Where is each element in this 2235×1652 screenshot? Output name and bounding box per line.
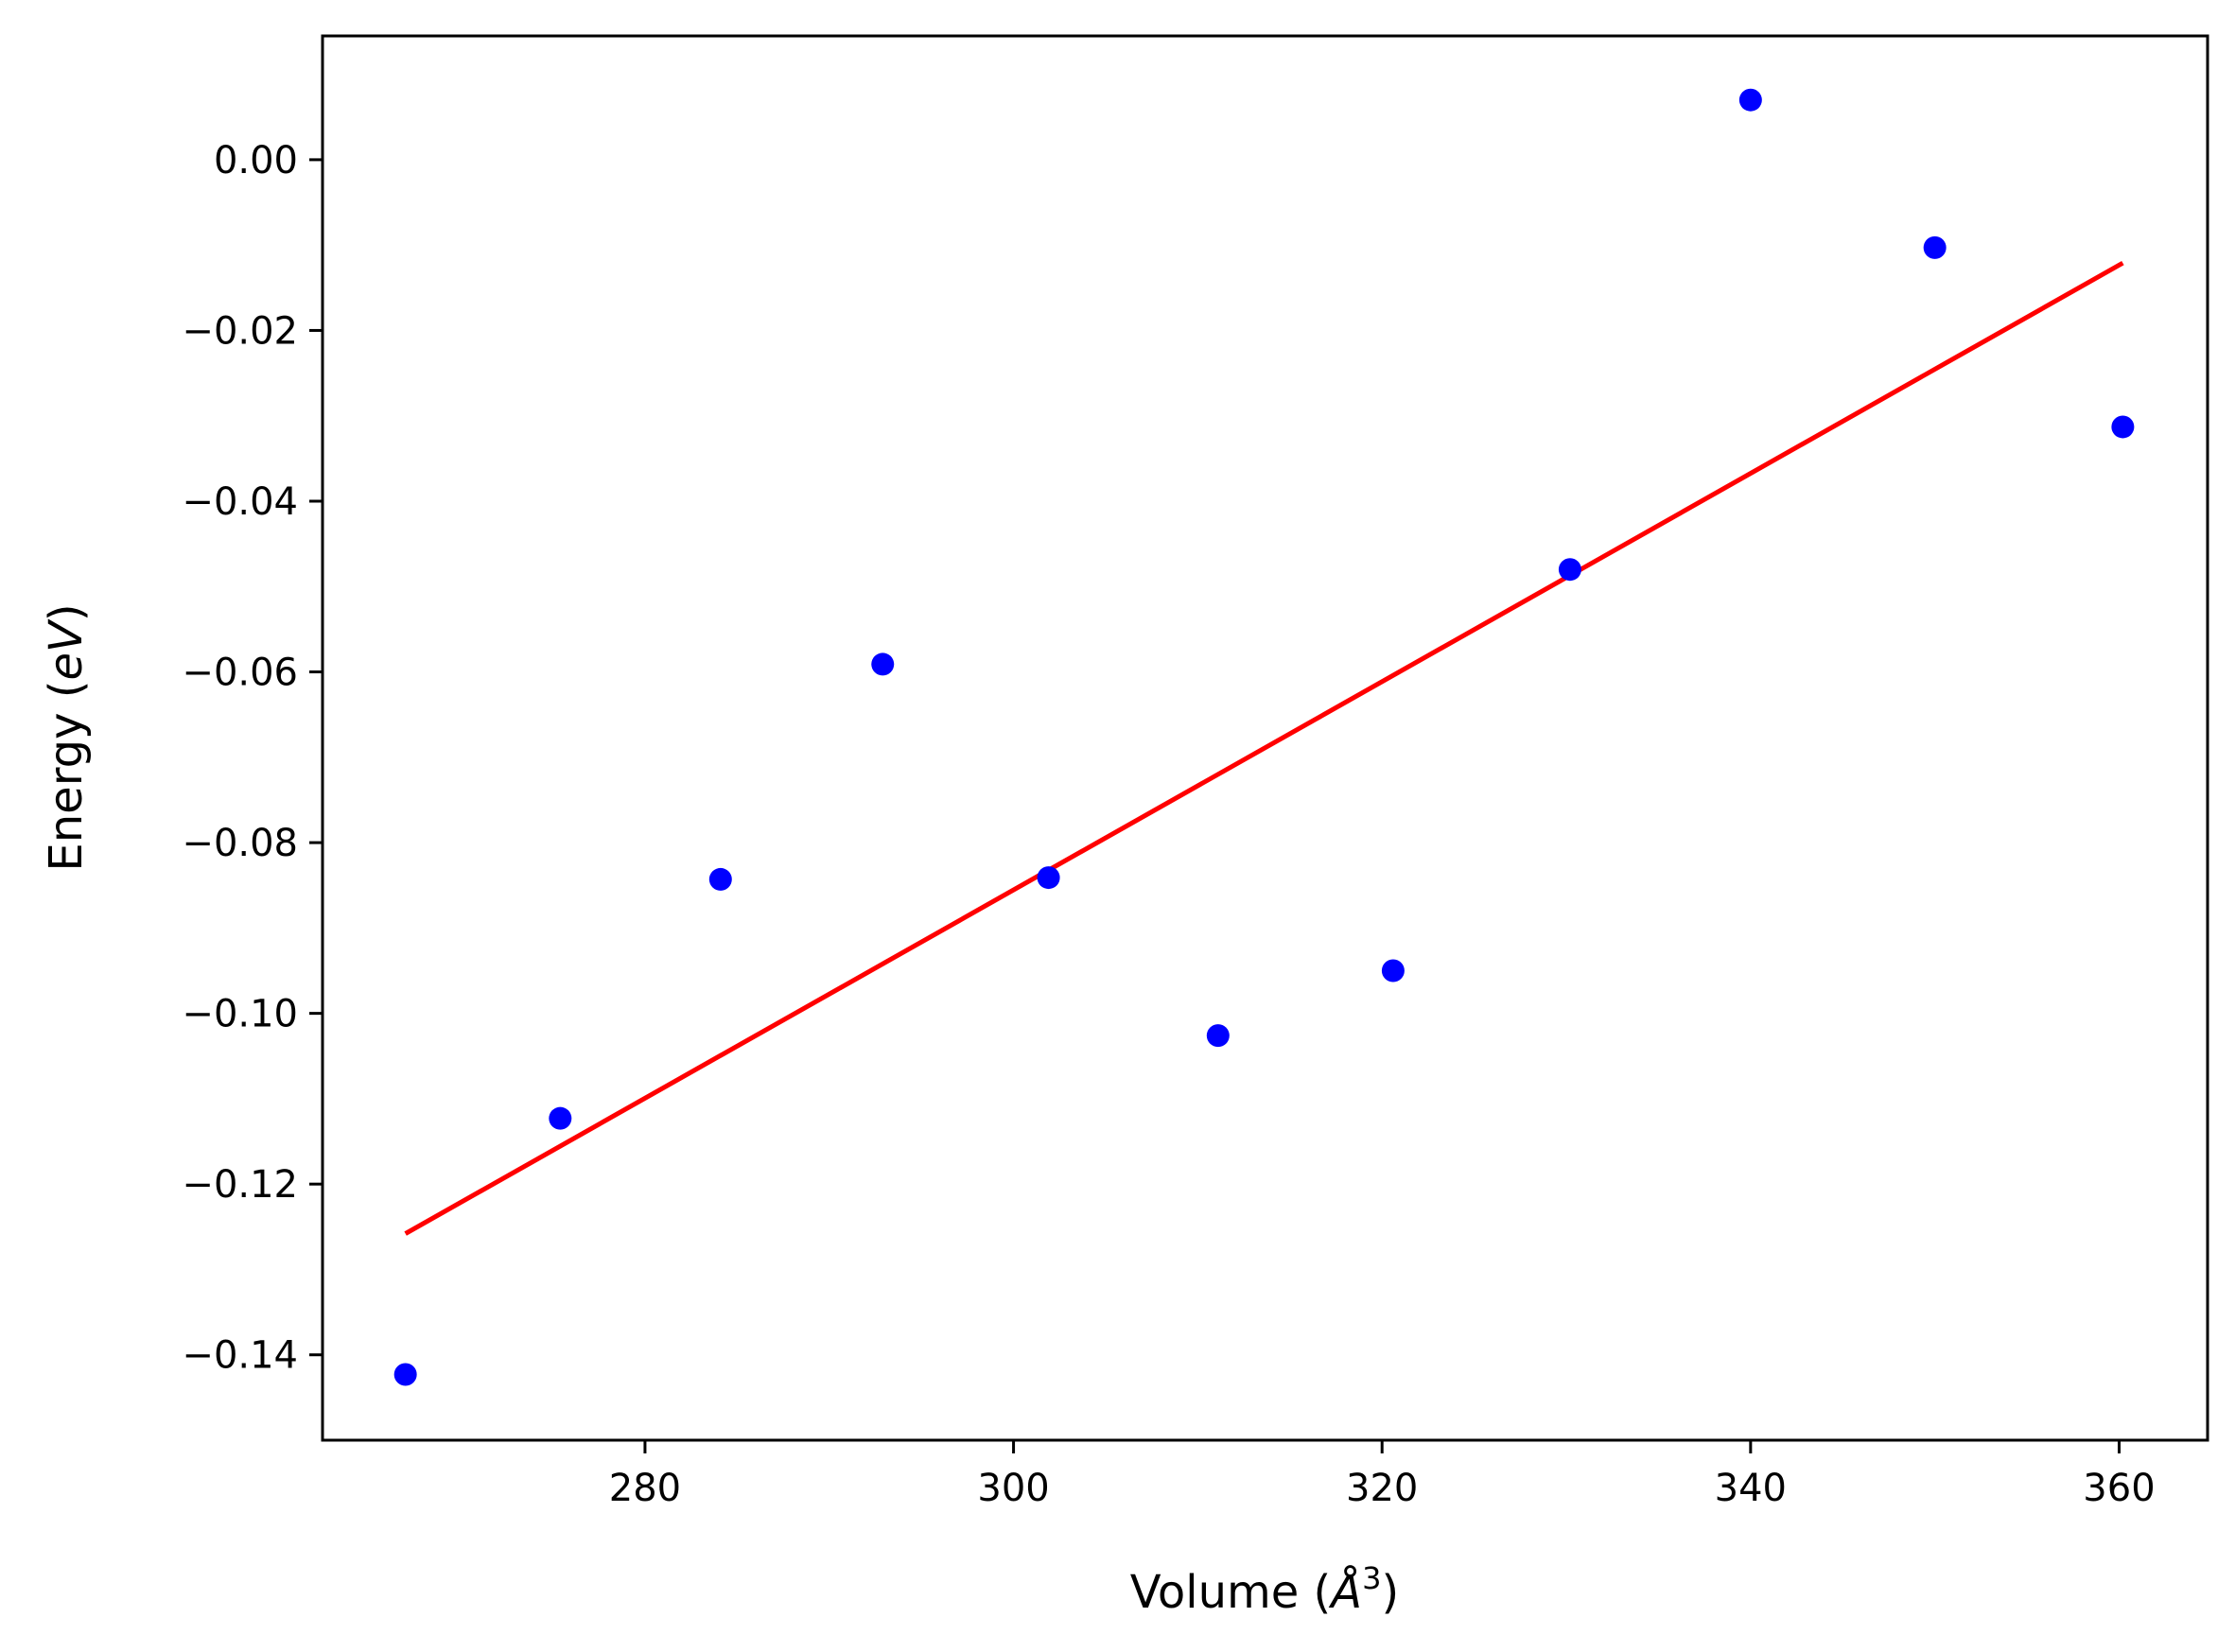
y-axis-label-unit: eV bbox=[40, 618, 93, 681]
x-tick-label: 300 bbox=[977, 1467, 1049, 1510]
data-point bbox=[1923, 235, 1947, 259]
data-point bbox=[2111, 415, 2135, 439]
y-axis-label: Energy (eV) bbox=[40, 603, 93, 871]
plot-frame bbox=[321, 34, 2209, 1442]
x-tick-label: 360 bbox=[2083, 1467, 2155, 1510]
y-tick-label: 0.00 bbox=[214, 139, 298, 183]
y-tick-label: −0.06 bbox=[182, 652, 298, 695]
y-axis: 0.00 −0.02 −0.04 −0.06 −0.08 −0.10 −0.12 −0.14 bbox=[182, 139, 323, 1378]
data-point bbox=[1558, 558, 1581, 582]
plot-area bbox=[393, 88, 2135, 1386]
y-tick-label: −0.08 bbox=[182, 822, 298, 865]
data-point bbox=[1381, 959, 1405, 983]
x-axis: 280 300 320 340 360 bbox=[609, 1440, 2156, 1510]
y-tick-label: −0.14 bbox=[182, 1334, 298, 1378]
x-axis-label-close: ) bbox=[1381, 1566, 1399, 1619]
data-point bbox=[871, 652, 895, 676]
x-axis-label-symbol: Å bbox=[1328, 1565, 1362, 1619]
x-tick-label: 280 bbox=[609, 1467, 681, 1510]
y-axis-label-close: ) bbox=[40, 603, 93, 621]
data-point bbox=[393, 1363, 417, 1386]
x-axis-label-text: Volume ( bbox=[1130, 1566, 1332, 1619]
x-axis-label-exponent: 3 bbox=[1362, 1560, 1381, 1596]
x-axis-label: Volume (Å3) bbox=[1130, 1560, 1399, 1619]
y-tick-label: −0.04 bbox=[182, 480, 298, 524]
x-tick-label: 320 bbox=[1346, 1467, 1418, 1510]
x-tick-label: 340 bbox=[1715, 1467, 1787, 1510]
data-point bbox=[1738, 88, 1762, 112]
data-point bbox=[1037, 866, 1060, 890]
y-axis-label-text: Energy ( bbox=[40, 681, 93, 872]
y-tick-label: −0.10 bbox=[182, 993, 298, 1036]
data-point bbox=[549, 1106, 572, 1130]
data-point bbox=[1206, 1024, 1230, 1048]
y-tick-label: −0.02 bbox=[182, 309, 298, 353]
y-tick-label: −0.12 bbox=[182, 1163, 298, 1207]
data-point bbox=[708, 867, 732, 891]
fit-line bbox=[404, 260, 2124, 1236]
